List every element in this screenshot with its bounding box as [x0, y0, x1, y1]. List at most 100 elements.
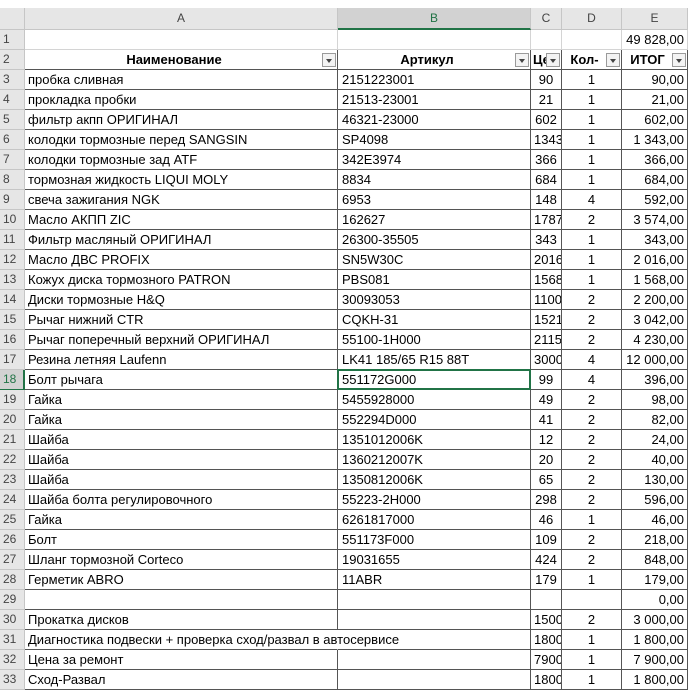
filter-button[interactable] [546, 53, 560, 67]
line-total: 24,00 [622, 430, 688, 450]
line-total: 3 000,00 [622, 610, 688, 630]
price: 2016 [531, 250, 562, 270]
line-total: 2 016,00 [622, 250, 688, 270]
article: 11ABR [338, 570, 531, 590]
row-number: 24 [0, 490, 25, 510]
item-name: колодки тормозные перед SANGSIN [25, 130, 338, 150]
line-total: 396,00 [622, 370, 688, 390]
article: CQKH-31 [338, 310, 531, 330]
cell [338, 30, 531, 50]
row-number: 21 [0, 430, 25, 450]
line-total: 2 200,00 [622, 290, 688, 310]
article: LK41 185/65 R15 88T [338, 350, 531, 370]
article: 55100-1H000 [338, 330, 531, 350]
price: 424 [531, 550, 562, 570]
item-name: Диски тормозные H&Q [25, 290, 338, 310]
line-total: 592,00 [622, 190, 688, 210]
line-total: 848,00 [622, 550, 688, 570]
item-name: Шайба [25, 470, 338, 490]
price: 1800 [531, 630, 562, 650]
item-name: Сход-Развал [25, 670, 338, 690]
row-number: 28 [0, 570, 25, 590]
grand-total: 49 828,00 [622, 30, 688, 50]
selected-cell[interactable] [337, 369, 531, 390]
row-number: 14 [0, 290, 25, 310]
line-total: 82,00 [622, 410, 688, 430]
article: 8834 [338, 170, 531, 190]
price: 12 [531, 430, 562, 450]
article: 1350812006K [338, 470, 531, 490]
row-number: 20 [0, 410, 25, 430]
item-name: Диагностика подвески + проверка сход/раз… [25, 630, 399, 650]
quantity: 2 [562, 530, 622, 550]
line-total: 343,00 [622, 230, 688, 250]
filter-button[interactable] [322, 53, 336, 67]
filter-button[interactable] [606, 53, 620, 67]
filter-button[interactable] [515, 53, 529, 67]
item-name: фильтр акпп ОРИГИНАЛ [25, 110, 338, 130]
line-total: 1 343,00 [622, 130, 688, 150]
price: 41 [531, 410, 562, 430]
line-total: 4 230,00 [622, 330, 688, 350]
table-header: ИТОГ [622, 50, 688, 70]
cell [25, 590, 338, 610]
price: 20 [531, 450, 562, 470]
article: 46321-23000 [338, 110, 531, 130]
quantity: 1 [562, 670, 622, 690]
row-number: 11 [0, 230, 25, 250]
row-number: 32 [0, 650, 25, 670]
quantity: 2 [562, 490, 622, 510]
cell [338, 590, 531, 610]
table-header: Кол- [562, 50, 622, 70]
row-number: 3 [0, 70, 25, 90]
article: 55223-2H000 [338, 490, 531, 510]
cell [562, 590, 622, 610]
cell [531, 30, 562, 50]
price: 1521 [531, 310, 562, 330]
column-header: B [338, 8, 531, 30]
corner [0, 8, 25, 30]
quantity: 1 [562, 130, 622, 150]
line-total: 596,00 [622, 490, 688, 510]
row-number: 25 [0, 510, 25, 530]
item-name: пробка сливная [25, 70, 338, 90]
line-total: 21,00 [622, 90, 688, 110]
article: 30093053 [338, 290, 531, 310]
quantity: 1 [562, 510, 622, 530]
row-number: 30 [0, 610, 25, 630]
cell [531, 590, 562, 610]
item-name: Прокатка дисков [25, 610, 338, 630]
article: 5455928000 [338, 390, 531, 410]
article: 6261817000 [338, 510, 531, 530]
line-total: 1 800,00 [622, 630, 688, 650]
row-number: 29 [0, 590, 25, 610]
article: 1351012006K [338, 430, 531, 450]
line-total: 1 568,00 [622, 270, 688, 290]
price: 1100 [531, 290, 562, 310]
column-header: C [531, 8, 562, 30]
price: 49 [531, 390, 562, 410]
row-number: 9 [0, 190, 25, 210]
article: 1360212007K [338, 450, 531, 470]
row-number: 15 [0, 310, 25, 330]
item-name: Шайба [25, 450, 338, 470]
quantity: 2 [562, 390, 622, 410]
article: 162627 [338, 210, 531, 230]
item-name: Шланг тормозной Corteco [25, 550, 338, 570]
cell [338, 610, 531, 630]
price: 1500 [531, 610, 562, 630]
row-number: 33 [0, 670, 25, 690]
article: 552294D000 [338, 410, 531, 430]
quantity: 2 [562, 470, 622, 490]
item-name: Рычаг поперечный верхний ОРИГИНАЛ [25, 330, 338, 350]
filter-button[interactable] [672, 53, 686, 67]
price: 366 [531, 150, 562, 170]
quantity: 2 [562, 410, 622, 430]
price: 298 [531, 490, 562, 510]
quantity: 2 [562, 210, 622, 230]
line-total: 130,00 [622, 470, 688, 490]
line-total: 90,00 [622, 70, 688, 90]
price: 2115 [531, 330, 562, 350]
item-name: Герметик ABRO [25, 570, 338, 590]
